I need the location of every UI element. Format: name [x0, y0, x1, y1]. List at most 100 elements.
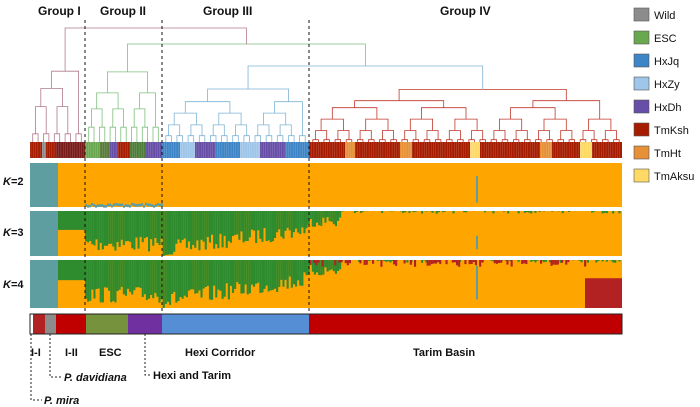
tree-branch [404, 130, 417, 140]
classification-segment [86, 314, 128, 334]
admix-segment [387, 260, 390, 262]
admix-segment [301, 260, 304, 286]
admix-segment [137, 203, 139, 207]
admix-segment [506, 260, 509, 265]
admix-segment [456, 260, 459, 266]
admix-segment [196, 211, 199, 241]
admix-segment [578, 260, 581, 261]
admix-segment [117, 203, 119, 207]
admix-segment [127, 204, 129, 208]
admix-segment [211, 211, 214, 235]
admix-segment [362, 211, 365, 212]
k3-panel [30, 211, 622, 256]
admix-segment [269, 260, 272, 291]
tree-branch [235, 124, 248, 136]
admix-segment [227, 260, 230, 300]
admix-segment [472, 260, 475, 263]
admix-segment [328, 211, 331, 222]
legend-label-tmaksu: TmAksu [654, 171, 694, 183]
panel-background [30, 163, 622, 207]
admix-segment [481, 260, 484, 263]
admix-segment [229, 211, 232, 243]
admix-segment [445, 260, 448, 265]
admix-segment [105, 204, 107, 208]
admix-segment [87, 205, 89, 208]
admix-segment [493, 260, 496, 264]
admix-segment [107, 203, 109, 207]
admix-segment [612, 260, 615, 263]
admix-segment [476, 176, 478, 203]
legend-item-esc: ESC [633, 30, 677, 45]
callout-line-davidiana [49, 334, 62, 378]
tree-branch [212, 124, 225, 136]
admix-segment [408, 211, 411, 213]
admix-segment [299, 211, 302, 235]
admix-segment [295, 260, 298, 287]
legend-item-hxzy: HxZy [633, 76, 680, 91]
tree-branch [448, 130, 461, 140]
admix-segment [437, 211, 440, 213]
admix-segment [127, 260, 130, 289]
admix-segment [523, 211, 526, 213]
admix-segment [597, 260, 600, 261]
admix-segment [439, 260, 442, 265]
admix-segment [442, 211, 445, 213]
admix-segment [152, 260, 155, 299]
admix-segment [534, 211, 537, 213]
admix-segment [484, 211, 487, 213]
admix-segment [93, 211, 96, 246]
tree-branch [604, 130, 617, 140]
legend-label-esc: ESC [654, 33, 677, 45]
admix-segment [190, 211, 193, 250]
admix-segment [274, 211, 277, 238]
admix-segment [552, 260, 555, 265]
admix-segment [363, 260, 366, 265]
admix-segment [437, 260, 440, 263]
admix-segment [259, 211, 262, 239]
admix-segment [463, 211, 466, 213]
admix-segment [353, 211, 356, 214]
admix-segment [332, 211, 335, 225]
admix-segment [145, 260, 148, 300]
admix-segment [159, 203, 161, 207]
admix-segment [157, 203, 159, 206]
admix-segment [554, 260, 557, 265]
tree-branch [184, 101, 231, 114]
admix-segment [131, 211, 134, 249]
tree-branch [35, 106, 47, 134]
admix-segment [468, 260, 471, 265]
admix-segment [311, 211, 314, 227]
admix-segment [425, 211, 428, 212]
tree-branch [543, 118, 567, 131]
sample-strip-segment [56, 142, 85, 158]
admix-segment [255, 260, 258, 284]
admix-segment [223, 260, 226, 297]
admix-segment [202, 260, 205, 289]
legend-item-wild: Wild [633, 7, 675, 22]
admix-segment [85, 260, 88, 299]
admix-segment [605, 260, 608, 262]
admix-segment [206, 211, 209, 238]
tree-branch [471, 130, 484, 140]
admix-segment [307, 211, 310, 225]
admix-segment [278, 260, 281, 287]
admix-segment [248, 260, 251, 294]
sample-strip-segment [309, 142, 345, 158]
admix-segment [505, 260, 508, 261]
admix-segment [330, 260, 333, 270]
admix-segment [618, 260, 621, 262]
admix-segment [141, 203, 143, 206]
admix-segment [295, 211, 298, 229]
admix-segment [253, 260, 256, 287]
tree-branch [168, 124, 181, 136]
admix-segment [383, 260, 386, 262]
admix-segment [135, 204, 137, 207]
sample-strip-segment [145, 142, 162, 158]
classification-segment [128, 314, 162, 334]
tree-branch [560, 130, 573, 140]
admix-segment [605, 211, 608, 214]
admix-segment [141, 260, 144, 297]
admix-segment [148, 260, 151, 299]
admix-segment [103, 260, 106, 288]
